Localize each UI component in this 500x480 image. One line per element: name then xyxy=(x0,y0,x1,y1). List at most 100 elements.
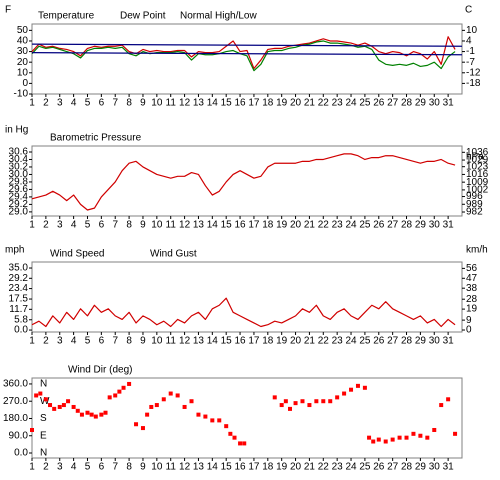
x-tick-label: 2 xyxy=(43,220,49,231)
x-tick-label: 22 xyxy=(318,220,330,231)
scatter-point xyxy=(425,435,430,440)
x-tick-label: 23 xyxy=(332,220,344,231)
x-tick-label: 10 xyxy=(151,462,163,473)
x-tick-label: 25 xyxy=(359,462,371,473)
y2-tick-label: -7 xyxy=(466,57,475,68)
y-tick-label: 29.8 xyxy=(9,177,29,188)
scatter-point xyxy=(383,439,388,444)
y-tick-label: 20 xyxy=(17,57,29,68)
y-tick-label: 35.0 xyxy=(9,263,29,274)
x-tick-label: 27 xyxy=(387,220,399,231)
x-tick-label: 27 xyxy=(387,336,399,347)
y2-tick-label: 1023 xyxy=(466,161,489,172)
legend-label: Dew Point xyxy=(120,11,166,22)
series-line xyxy=(31,153,456,211)
y2-tick-label: -18 xyxy=(466,78,481,89)
y-tick-label: -10 xyxy=(14,89,29,100)
y-tick-label: 5.8 xyxy=(14,314,28,325)
x-tick-label: 14 xyxy=(207,220,219,231)
x-tick-label: 5 xyxy=(85,220,91,231)
compass-label: N xyxy=(40,379,47,390)
x-tick-label: 28 xyxy=(401,462,413,473)
scatter-point xyxy=(89,412,94,417)
x-tick-label: 4 xyxy=(71,98,77,109)
x-tick-label: 30 xyxy=(429,98,441,109)
x-tick-label: 6 xyxy=(99,462,105,473)
y-tick-label: 23.4 xyxy=(9,283,29,294)
x-tick-label: 7 xyxy=(112,336,118,347)
x-tick-label: 31 xyxy=(443,98,455,109)
series-line xyxy=(31,52,463,56)
scatter-point xyxy=(446,397,451,402)
x-tick-label: 10 xyxy=(151,220,163,231)
plot-area xyxy=(31,377,463,459)
series-line xyxy=(31,40,456,72)
scatter-point xyxy=(154,403,159,408)
scatter-point xyxy=(242,441,247,446)
scatter-point xyxy=(161,397,166,402)
y2-axis-unit: km/h xyxy=(466,245,488,256)
y-axis-unit: mph xyxy=(5,245,24,256)
y2-axis-unit: hPa xyxy=(466,152,484,163)
x-tick-label: 11 xyxy=(166,336,177,347)
x-tick-label: 26 xyxy=(373,98,385,109)
scatter-point xyxy=(103,410,108,415)
x-tick-label: 1 xyxy=(29,462,35,473)
x-tick-label: 25 xyxy=(359,220,371,231)
y2-tick-label: -1 xyxy=(466,46,475,57)
x-tick-label: 23 xyxy=(332,462,344,473)
y-tick-label: 50 xyxy=(17,25,29,36)
y2-tick-label: 1002 xyxy=(466,185,489,196)
x-tick-label: 12 xyxy=(179,336,191,347)
x-tick-label: 13 xyxy=(193,462,205,473)
x-tick-label: 7 xyxy=(112,98,118,109)
x-tick-label: 5 xyxy=(85,98,91,109)
scatter-point xyxy=(349,387,354,392)
y-tick-label: 29.2 xyxy=(9,199,29,210)
compass-label: S xyxy=(40,413,47,424)
x-tick-label: 8 xyxy=(126,336,132,347)
y2-tick-label: 9 xyxy=(466,315,472,326)
plot-area xyxy=(31,261,463,333)
y2-tick-label: 56 xyxy=(466,263,478,274)
x-tick-label: 11 xyxy=(166,220,177,231)
x-tick-label: 31 xyxy=(443,462,455,473)
x-tick-label: 15 xyxy=(221,98,233,109)
y-tick-label: 180.0 xyxy=(3,413,28,424)
x-tick-label: 18 xyxy=(262,98,274,109)
y-tick-label: 40 xyxy=(17,36,29,47)
x-tick-label: 6 xyxy=(99,220,105,231)
scatter-point xyxy=(283,399,288,404)
scatter-point xyxy=(121,385,126,390)
legend-label: Wind Gust xyxy=(150,249,197,260)
legend-label: Temperature xyxy=(38,11,95,22)
x-tick-label: 8 xyxy=(126,98,132,109)
scatter-point xyxy=(314,399,319,404)
compass-label: W xyxy=(40,396,50,407)
x-tick-label: 25 xyxy=(359,98,371,109)
x-tick-label: 30 xyxy=(429,336,441,347)
scatter-point xyxy=(149,404,154,409)
scatter-point xyxy=(75,408,80,413)
y-tick-label: 270.0 xyxy=(3,396,28,407)
x-tick-label: 20 xyxy=(290,220,302,231)
scatter-point xyxy=(390,437,395,442)
x-tick-label: 18 xyxy=(262,336,274,347)
x-tick-label: 1 xyxy=(29,220,35,231)
x-tick-label: 1 xyxy=(29,98,35,109)
scatter-point xyxy=(439,403,444,408)
x-tick-label: 9 xyxy=(140,336,146,347)
x-tick-label: 10 xyxy=(151,336,163,347)
x-tick-label: 17 xyxy=(248,220,260,231)
x-tick-label: 30 xyxy=(429,220,441,231)
scatter-point xyxy=(85,410,90,415)
scatter-point xyxy=(453,431,458,436)
scatter-point xyxy=(321,399,326,404)
x-tick-label: 21 xyxy=(304,220,316,231)
x-tick-label: 31 xyxy=(443,220,455,231)
scatter-point xyxy=(71,404,76,409)
y-tick-label: 30.4 xyxy=(9,154,29,165)
x-tick-label: 11 xyxy=(166,462,177,473)
x-tick-label: 25 xyxy=(359,336,371,347)
